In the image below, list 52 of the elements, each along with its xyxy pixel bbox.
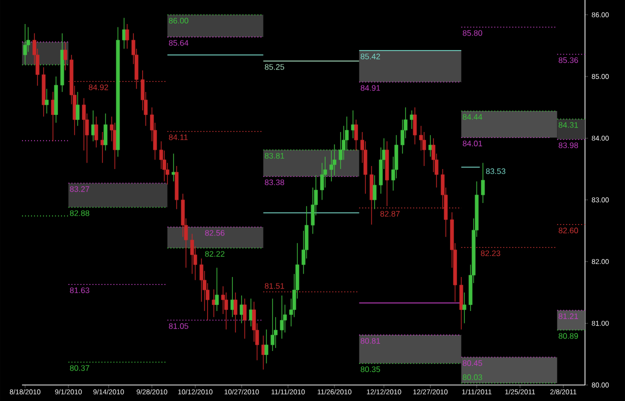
series-label: 82.87	[380, 210, 400, 217]
series-label: 80.45	[462, 360, 482, 366]
series-label: 81.05	[168, 323, 188, 329]
candlestick	[264, 329, 268, 364]
candlestick	[44, 88, 49, 114]
series-label: 85.42	[360, 54, 380, 60]
series-label: 82.22	[205, 251, 224, 257]
series-label: 81.21	[558, 313, 578, 320]
candlestick	[104, 113, 108, 151]
series-label: 85.36	[558, 57, 578, 63]
series-label: 85.64	[168, 40, 188, 46]
candlestick	[63, 42, 68, 71]
candlestick	[413, 106, 417, 145]
candlestick	[242, 298, 247, 340]
series-label: 80.35	[360, 366, 380, 372]
candlestick	[94, 116, 98, 148]
candlestick	[354, 119, 358, 151]
series-label: 85.25	[264, 64, 284, 70]
series-label: 84.31	[558, 122, 578, 128]
series-label: 86.00	[168, 18, 188, 24]
series-label: 83.81	[264, 152, 284, 159]
candlestick	[462, 292, 466, 324]
series-label: 82.88	[70, 210, 90, 216]
candlestick	[215, 267, 219, 312]
series-label: 80.03	[462, 374, 482, 380]
series-label: 84.92	[88, 84, 108, 90]
series-label: 84.91	[360, 85, 380, 91]
series-label: 80.89	[558, 333, 578, 339]
series-label: 84.11	[168, 134, 188, 140]
candlestick	[100, 132, 104, 164]
candlestick	[270, 298, 274, 352]
candlestick	[372, 174, 376, 210]
series-label: 82.23	[480, 250, 500, 256]
series-label: 82.56	[205, 230, 224, 236]
candlestick	[410, 110, 414, 130]
series-label: 84.44	[462, 114, 482, 120]
series-label: 83.27	[70, 186, 90, 192]
series-label: 83.98	[558, 142, 578, 148]
series-label: 82.60	[558, 228, 578, 234]
series-label: 81.63	[70, 287, 90, 294]
series-label: 85.80	[462, 30, 482, 36]
series-label: 81.51	[264, 283, 284, 289]
series-label: 84.01	[462, 140, 482, 146]
series-label: 83.53	[486, 168, 506, 174]
candlestick	[280, 295, 284, 340]
candlestick	[125, 24, 130, 50]
candlestick	[481, 162, 485, 204]
series-label: 80.37	[70, 365, 90, 371]
series-label: 83.38	[264, 180, 284, 186]
candlestick	[234, 292, 238, 333]
series-label: 80.81	[360, 338, 380, 344]
candlestick	[76, 92, 80, 126]
